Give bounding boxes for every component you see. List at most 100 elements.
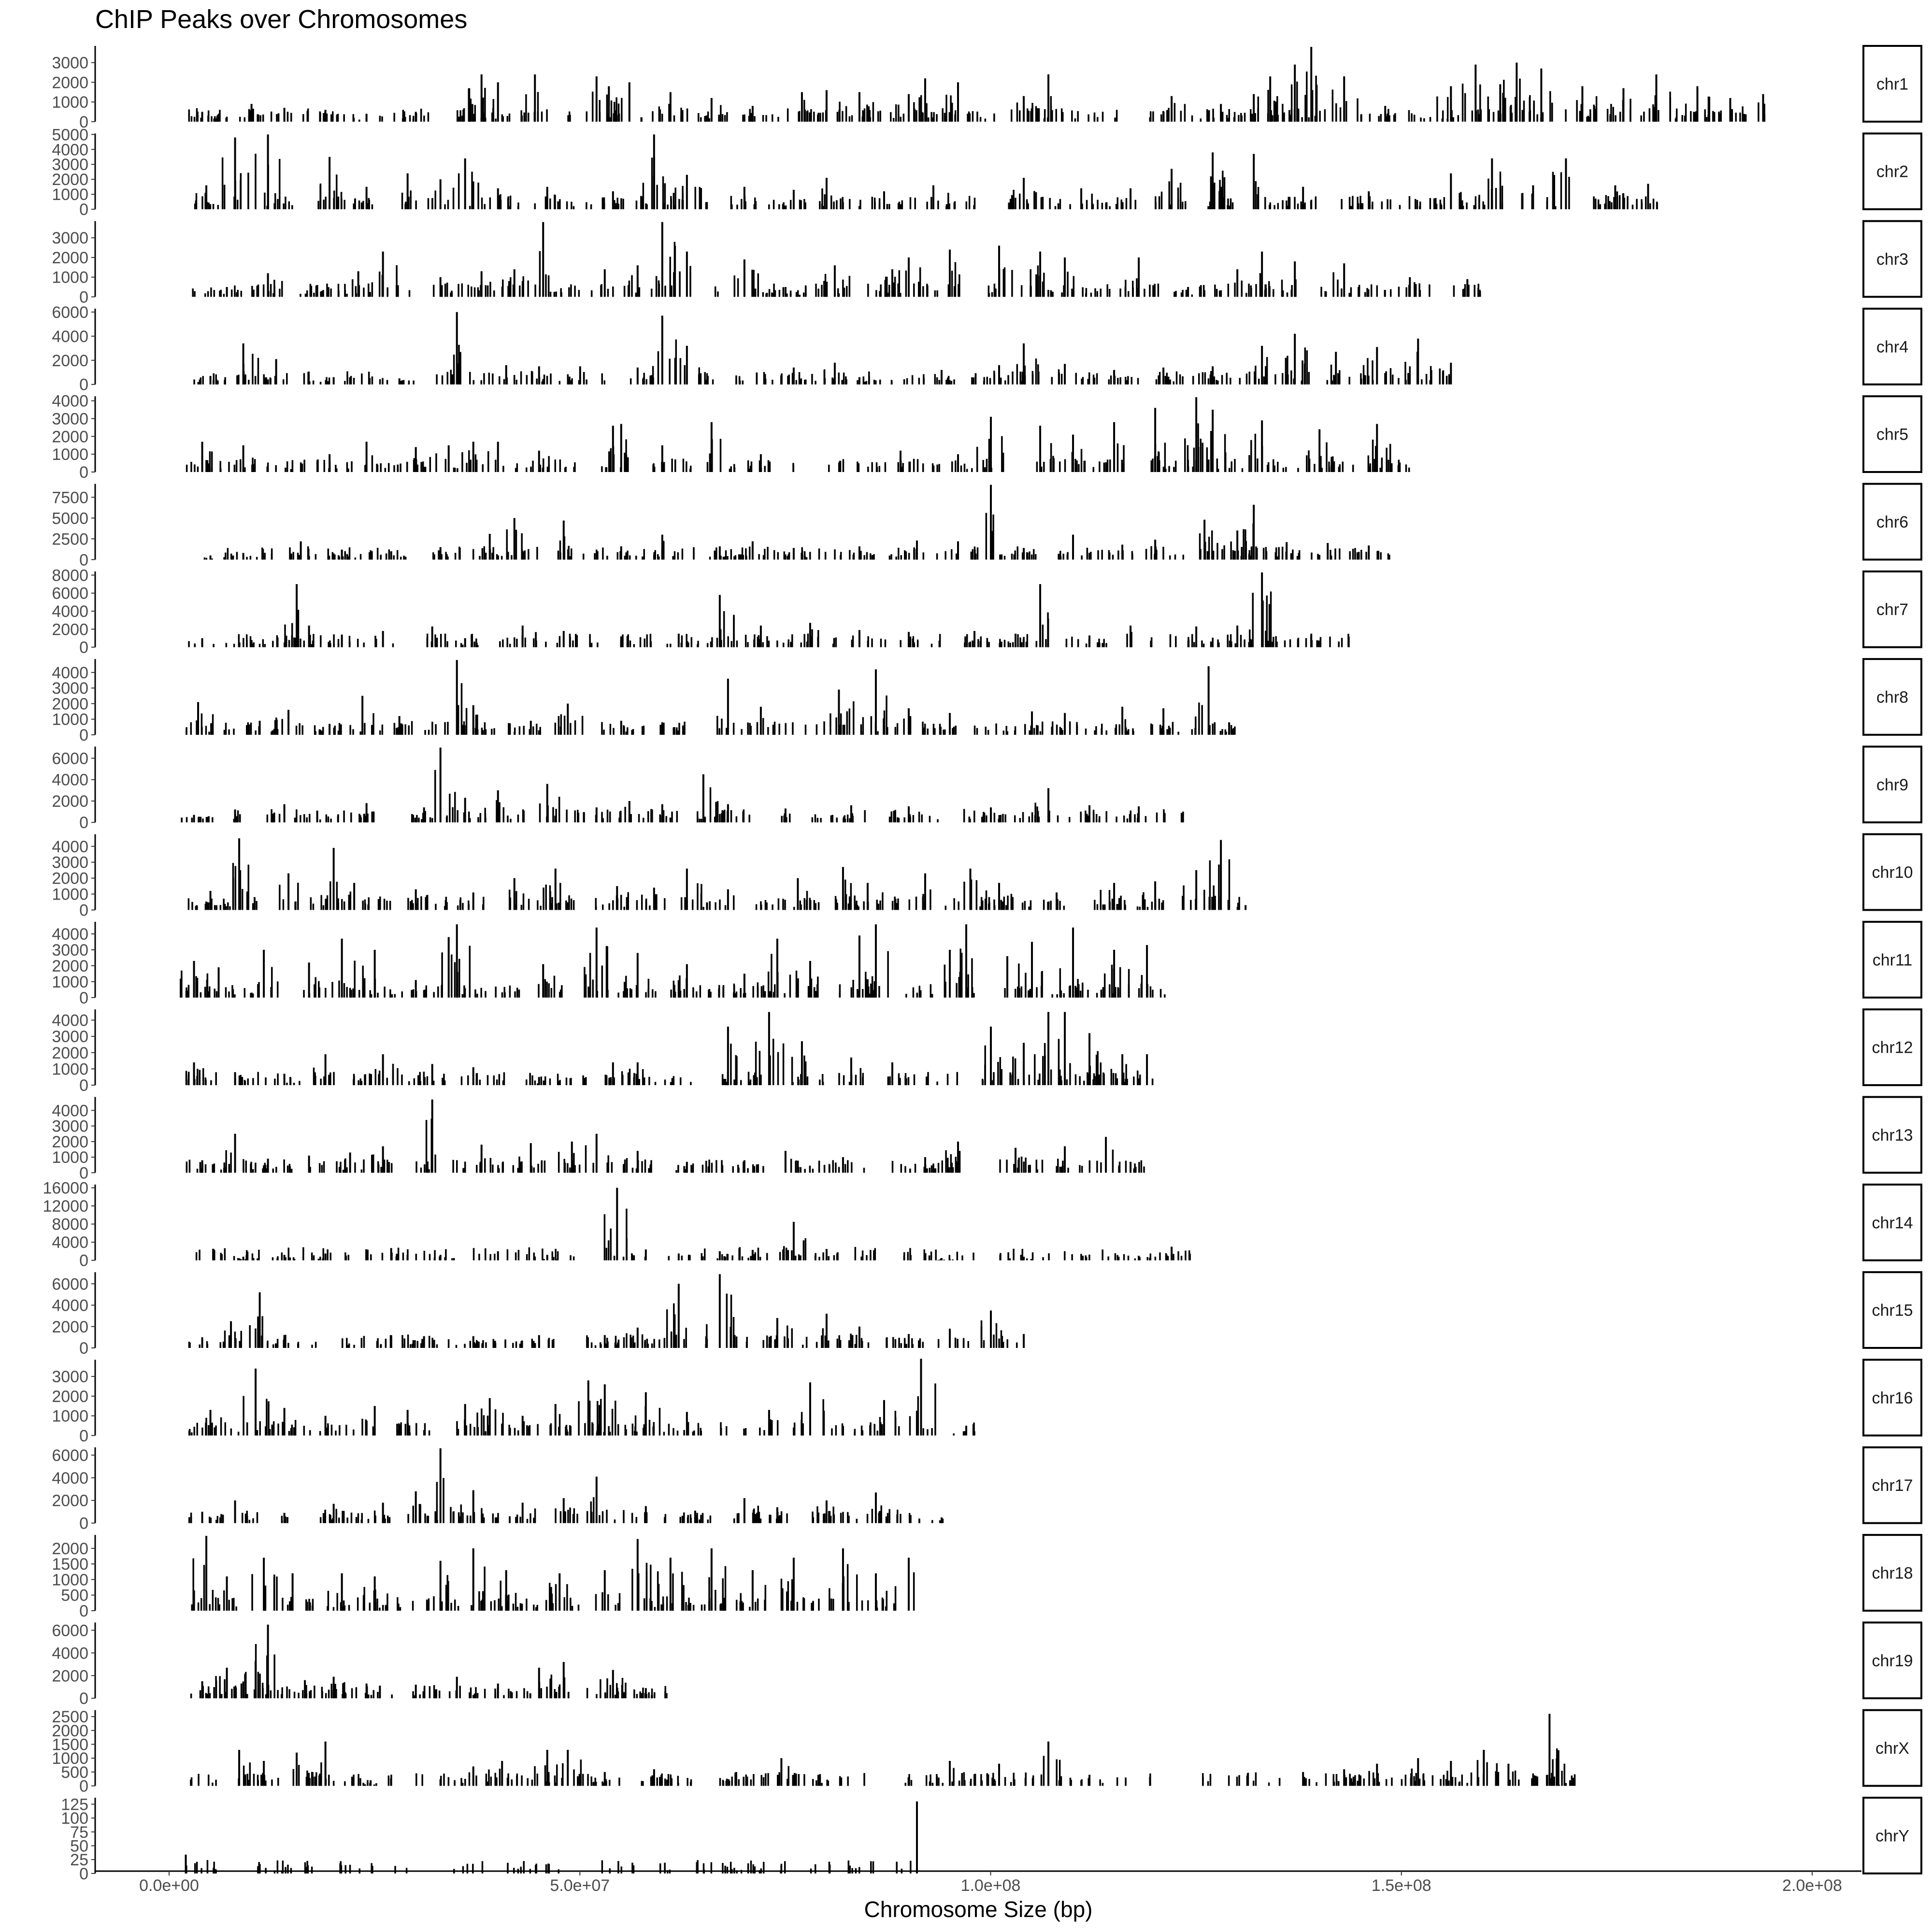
peak-bar	[306, 290, 308, 297]
peak-bar	[1552, 172, 1554, 210]
peak-bar	[887, 1076, 889, 1086]
peak-bar	[286, 1165, 289, 1173]
peak-bar	[1712, 111, 1714, 122]
peak-bar	[258, 644, 261, 647]
peak-bar	[682, 458, 685, 472]
peak-bar	[698, 367, 700, 385]
peak-bar	[1330, 556, 1332, 560]
peak-bar	[1025, 1157, 1027, 1173]
peak-bar	[641, 726, 644, 735]
peak-bar	[973, 205, 975, 210]
peak-bar	[234, 994, 236, 998]
peak-bar	[1463, 288, 1466, 297]
peak-bar	[757, 1164, 759, 1173]
peak-bar	[976, 547, 979, 560]
peak-bar	[940, 1259, 942, 1260]
peak-bar	[1154, 540, 1157, 560]
peak-bar	[345, 1256, 347, 1260]
peak-bar	[1183, 885, 1185, 910]
peak-bar	[1258, 378, 1260, 385]
peak-bar	[845, 379, 847, 385]
peak-bar	[520, 904, 523, 910]
peak-bar	[724, 810, 726, 823]
peak-bar	[441, 290, 443, 297]
peak-bar	[1035, 274, 1037, 297]
peak-bar	[776, 938, 778, 998]
peak-bar	[937, 200, 939, 210]
peak-bar	[1182, 201, 1184, 210]
peak-bar	[754, 288, 757, 297]
peak-bar	[852, 635, 854, 647]
facet-strip-chr11	[1862, 921, 1922, 999]
peak-bar	[549, 1078, 551, 1086]
peak-bar	[341, 938, 343, 998]
peak-bar	[1170, 204, 1172, 210]
peak-bar	[894, 727, 897, 735]
peak-bar	[638, 1079, 640, 1086]
peak-bar	[838, 1335, 840, 1348]
peak-bar	[505, 365, 507, 385]
peak-bar	[303, 990, 305, 998]
y-tick-label-chr10: 4000	[52, 838, 88, 856]
peak-bar	[1095, 814, 1098, 823]
facet-strip-chr9	[1862, 745, 1922, 824]
peak-bar	[1708, 97, 1710, 122]
peak-bar	[968, 816, 970, 823]
peak-bar	[1116, 1255, 1118, 1260]
peak-bar	[1012, 642, 1014, 647]
peak-bar	[894, 276, 896, 297]
peak-bar	[1108, 890, 1111, 910]
peak-bar	[777, 116, 779, 122]
peak-bar	[521, 533, 523, 560]
peak-bar	[1407, 373, 1409, 385]
peak-bar	[1450, 86, 1452, 122]
peak-bar	[846, 711, 848, 735]
peak-bar	[719, 439, 722, 472]
peak-bar	[681, 113, 683, 122]
y-tick-label-chr10: 2000	[52, 870, 88, 888]
peak-bar	[895, 556, 897, 560]
peak-bar	[682, 725, 684, 735]
peak-bar	[320, 895, 322, 910]
y-tick-label-chr5: 0	[79, 463, 88, 482]
peak-bar	[958, 901, 959, 910]
y-tick-label-chr14: 0	[79, 1252, 88, 1270]
peak-bar	[1088, 553, 1090, 560]
peak-bar	[407, 1249, 409, 1260]
peak-bar	[649, 633, 652, 647]
peak-bar	[782, 1249, 784, 1260]
peak-bar	[735, 991, 738, 998]
peak-bar	[1097, 1051, 1099, 1086]
peak-bar	[491, 112, 493, 122]
peak-bar	[745, 548, 747, 560]
peak-bar	[314, 725, 316, 735]
peak-bar	[645, 203, 647, 210]
peak-bar	[1360, 203, 1362, 210]
peak-bar	[363, 978, 366, 998]
peak-bar	[472, 442, 474, 472]
peak-bar	[1060, 1075, 1062, 1086]
peak-bar	[1418, 283, 1420, 297]
peak-bar	[333, 730, 336, 735]
peak-bar	[636, 900, 638, 910]
peak-bar	[1020, 986, 1023, 998]
peak-bar	[903, 379, 905, 385]
peak-bar	[1357, 203, 1360, 210]
peak-bar	[1030, 900, 1032, 910]
peak-bar	[252, 1078, 254, 1086]
peak-bar	[1162, 466, 1165, 472]
peak-bar	[684, 897, 686, 910]
peak-bar	[506, 529, 508, 560]
peak-bar	[764, 991, 766, 998]
peak-bar	[243, 117, 246, 122]
peak-bar	[686, 461, 687, 472]
peak-bar	[762, 642, 764, 647]
peak-bar	[850, 1333, 852, 1348]
peak-bar	[1047, 618, 1049, 647]
peak-bar	[1117, 550, 1119, 560]
peak-bar	[1003, 640, 1006, 647]
peak-bar	[433, 992, 435, 998]
peak-bar	[866, 883, 869, 910]
peak-bar	[1228, 468, 1231, 472]
peak-bar	[1286, 292, 1288, 297]
